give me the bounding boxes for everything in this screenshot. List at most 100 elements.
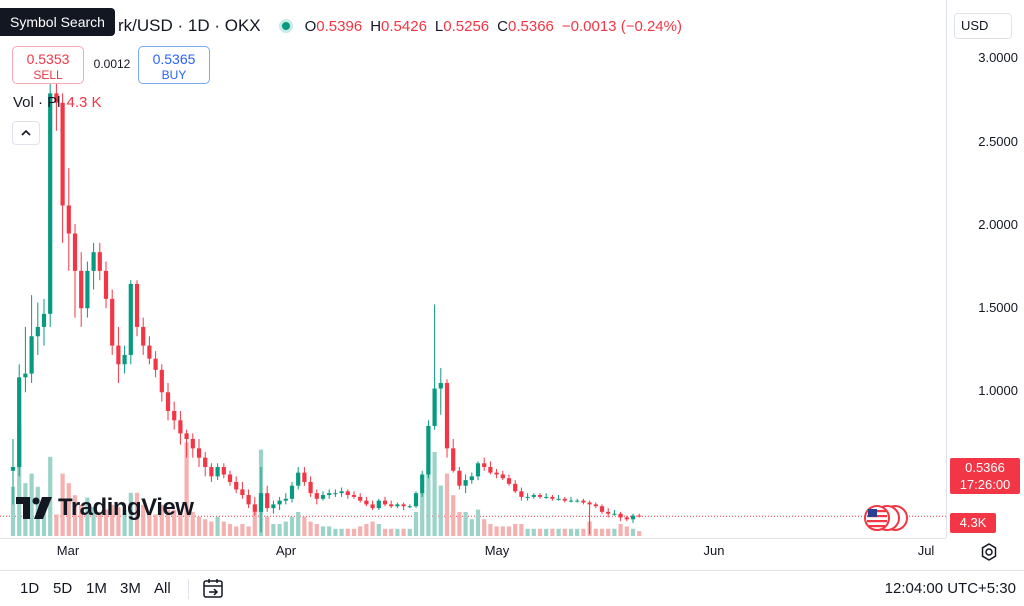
volume-bar xyxy=(203,519,208,536)
volume-bar xyxy=(463,512,468,536)
range-3m-button[interactable]: 3M xyxy=(120,580,141,597)
candle-body xyxy=(41,313,47,327)
candle-body xyxy=(277,500,282,505)
volume-bar xyxy=(376,524,381,536)
legend-low: L0.5256 xyxy=(434,17,490,35)
volume-bar xyxy=(271,524,276,536)
volume-bar xyxy=(302,516,307,536)
price-tick: 3.0000 xyxy=(978,50,1018,65)
sell-button[interactable]: 0.5353 SELL xyxy=(12,46,84,84)
range-1d-button[interactable]: 1D xyxy=(20,580,40,597)
volume-legend[interactable]: Vol · Pl 4.3 K xyxy=(13,94,102,111)
volume-bar xyxy=(370,521,375,536)
candle-body xyxy=(190,438,195,449)
volume-bar xyxy=(593,528,598,536)
calendar-goto-icon[interactable] xyxy=(200,577,226,601)
candle-body xyxy=(116,345,121,365)
volume-bar xyxy=(469,519,474,536)
bottom-toolbar: 1D 5D 1M 3M All 12:04:00 UTC+5:30 xyxy=(0,570,1024,606)
volume-bar xyxy=(389,528,394,536)
volume-bar xyxy=(240,524,245,536)
symbol-legend[interactable]: rk/USD · 1D · OKX O0.5396 H0.5426 L0.525… xyxy=(118,14,682,38)
collapse-legend-button[interactable] xyxy=(12,121,40,145)
volume-bar xyxy=(246,526,251,536)
candle-body xyxy=(153,358,158,370)
volume-bar xyxy=(568,528,574,536)
currency-selector[interactable]: USD xyxy=(954,13,1012,39)
buy-button[interactable]: 0.5365 BUY xyxy=(138,46,210,84)
volume-bar xyxy=(637,531,642,536)
legend-open: O0.5396 xyxy=(304,17,363,35)
candle-body xyxy=(606,511,611,514)
candle-body xyxy=(184,433,189,439)
candle-body xyxy=(587,502,592,505)
candle-body xyxy=(203,457,208,468)
volume-bar xyxy=(79,504,84,536)
volume-bar xyxy=(41,504,47,536)
candle-body xyxy=(389,504,394,507)
volume-bar xyxy=(556,528,561,536)
volume-bar xyxy=(562,528,567,536)
volume-bar xyxy=(296,512,301,536)
volume-bar xyxy=(85,497,90,536)
volume-bar xyxy=(103,509,109,536)
candle-body xyxy=(246,495,251,505)
volume-bar xyxy=(320,526,326,536)
candle-body xyxy=(364,500,369,505)
candle-body xyxy=(147,345,152,359)
candle-body xyxy=(494,472,499,475)
candle-body xyxy=(550,496,555,499)
candle-body xyxy=(575,500,580,502)
candle-body xyxy=(438,382,443,389)
market-open-status-icon[interactable] xyxy=(278,19,293,33)
volume-bar xyxy=(97,512,102,536)
chart-pane[interactable] xyxy=(0,0,946,538)
clock-timezone[interactable]: 12:04:00 UTC+5:30 xyxy=(884,580,1016,597)
range-1m-button[interactable]: 1M xyxy=(86,580,107,597)
volume-bar xyxy=(525,528,530,536)
volume-bar xyxy=(209,521,214,536)
time-label: May xyxy=(484,543,510,558)
candle-body xyxy=(482,463,487,468)
volume-bar xyxy=(519,524,524,536)
time-axis[interactable]: Mar Apr May Jun Jul xyxy=(0,538,946,566)
candle-body xyxy=(17,377,22,468)
candle-body xyxy=(128,283,133,355)
candle-body xyxy=(544,496,549,498)
candle-body xyxy=(630,515,636,520)
candle-body xyxy=(35,326,40,337)
volume-bar xyxy=(308,521,313,536)
price-axis[interactable] xyxy=(946,0,1024,538)
candle-body xyxy=(240,489,245,496)
volume-bar xyxy=(513,524,518,536)
volume-bar xyxy=(581,528,586,536)
candle-body xyxy=(519,491,524,497)
symbol-title[interactable]: rk/USD · 1D · OKX xyxy=(118,16,261,35)
legend-high: H0.5426 xyxy=(370,17,427,35)
candle-body xyxy=(172,410,177,421)
candle-body xyxy=(320,495,326,499)
volume-bar xyxy=(382,528,388,536)
volume-bar xyxy=(432,452,437,536)
range-all-button[interactable]: All xyxy=(154,580,171,597)
us-flag-icon[interactable] xyxy=(863,504,911,532)
volume-bar xyxy=(618,524,623,536)
range-5d-button[interactable]: 5D xyxy=(53,580,73,597)
candle-body xyxy=(283,498,288,501)
candle-body xyxy=(637,515,642,517)
candle-body xyxy=(265,493,270,509)
watermark-text: TradingView xyxy=(58,494,194,521)
settings-icon[interactable] xyxy=(978,541,1000,563)
candlestick-chart[interactable] xyxy=(0,0,946,538)
volume-bar xyxy=(364,524,369,536)
time-label: Apr xyxy=(275,543,297,558)
volume-value: 4.3 K xyxy=(66,94,102,111)
candle-body xyxy=(345,491,350,496)
volume-bar xyxy=(500,526,505,536)
candle-body xyxy=(234,481,239,490)
volume-bar xyxy=(401,528,406,536)
candle-body xyxy=(432,388,437,426)
candle-body xyxy=(209,467,214,477)
candle-body xyxy=(122,354,127,365)
volume-bar xyxy=(544,528,549,536)
